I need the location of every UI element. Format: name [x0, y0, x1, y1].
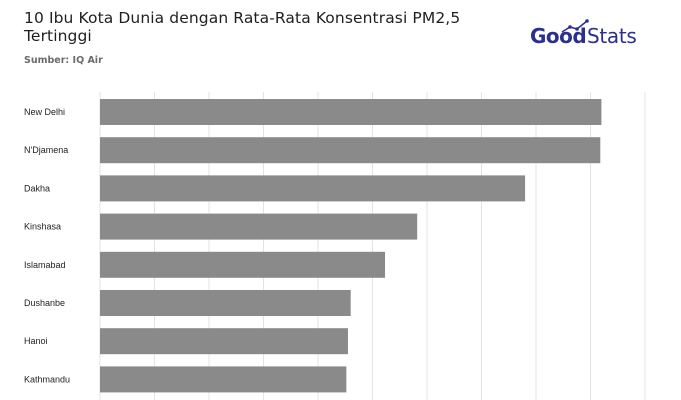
- category-label: New Delhi: [24, 107, 65, 117]
- category-label: Kathmandu: [24, 374, 70, 384]
- trend-line-icon: [561, 19, 589, 33]
- category-label: Kinshasa: [24, 222, 61, 232]
- bar: [100, 137, 601, 164]
- logo-text-stats: Stats: [587, 24, 637, 48]
- chart-category-labels: New Delhi N'Djamena Dakha Kinshasa Islamabad…: [24, 107, 70, 384]
- bar: [100, 251, 386, 278]
- bar: [100, 213, 418, 240]
- category-label: Dushanbe: [24, 298, 65, 308]
- bar: [100, 175, 526, 202]
- bar: [100, 290, 351, 316]
- bar: [100, 366, 347, 393]
- category-label: Islamabad: [24, 260, 66, 270]
- category-label: Hanoi: [24, 336, 48, 346]
- chart-source: Sumber: IQ Air: [24, 55, 103, 66]
- category-label: Dakha: [24, 183, 50, 193]
- chart-bars: [100, 99, 602, 393]
- bar: [100, 99, 602, 125]
- chart-title: 10 Ibu Kota Dunia dengan Rata-Rata Konse…: [24, 9, 461, 45]
- bar: [100, 328, 348, 355]
- goodstats-logo: Good Stats: [530, 18, 650, 50]
- category-label: N'Djamena: [24, 145, 68, 155]
